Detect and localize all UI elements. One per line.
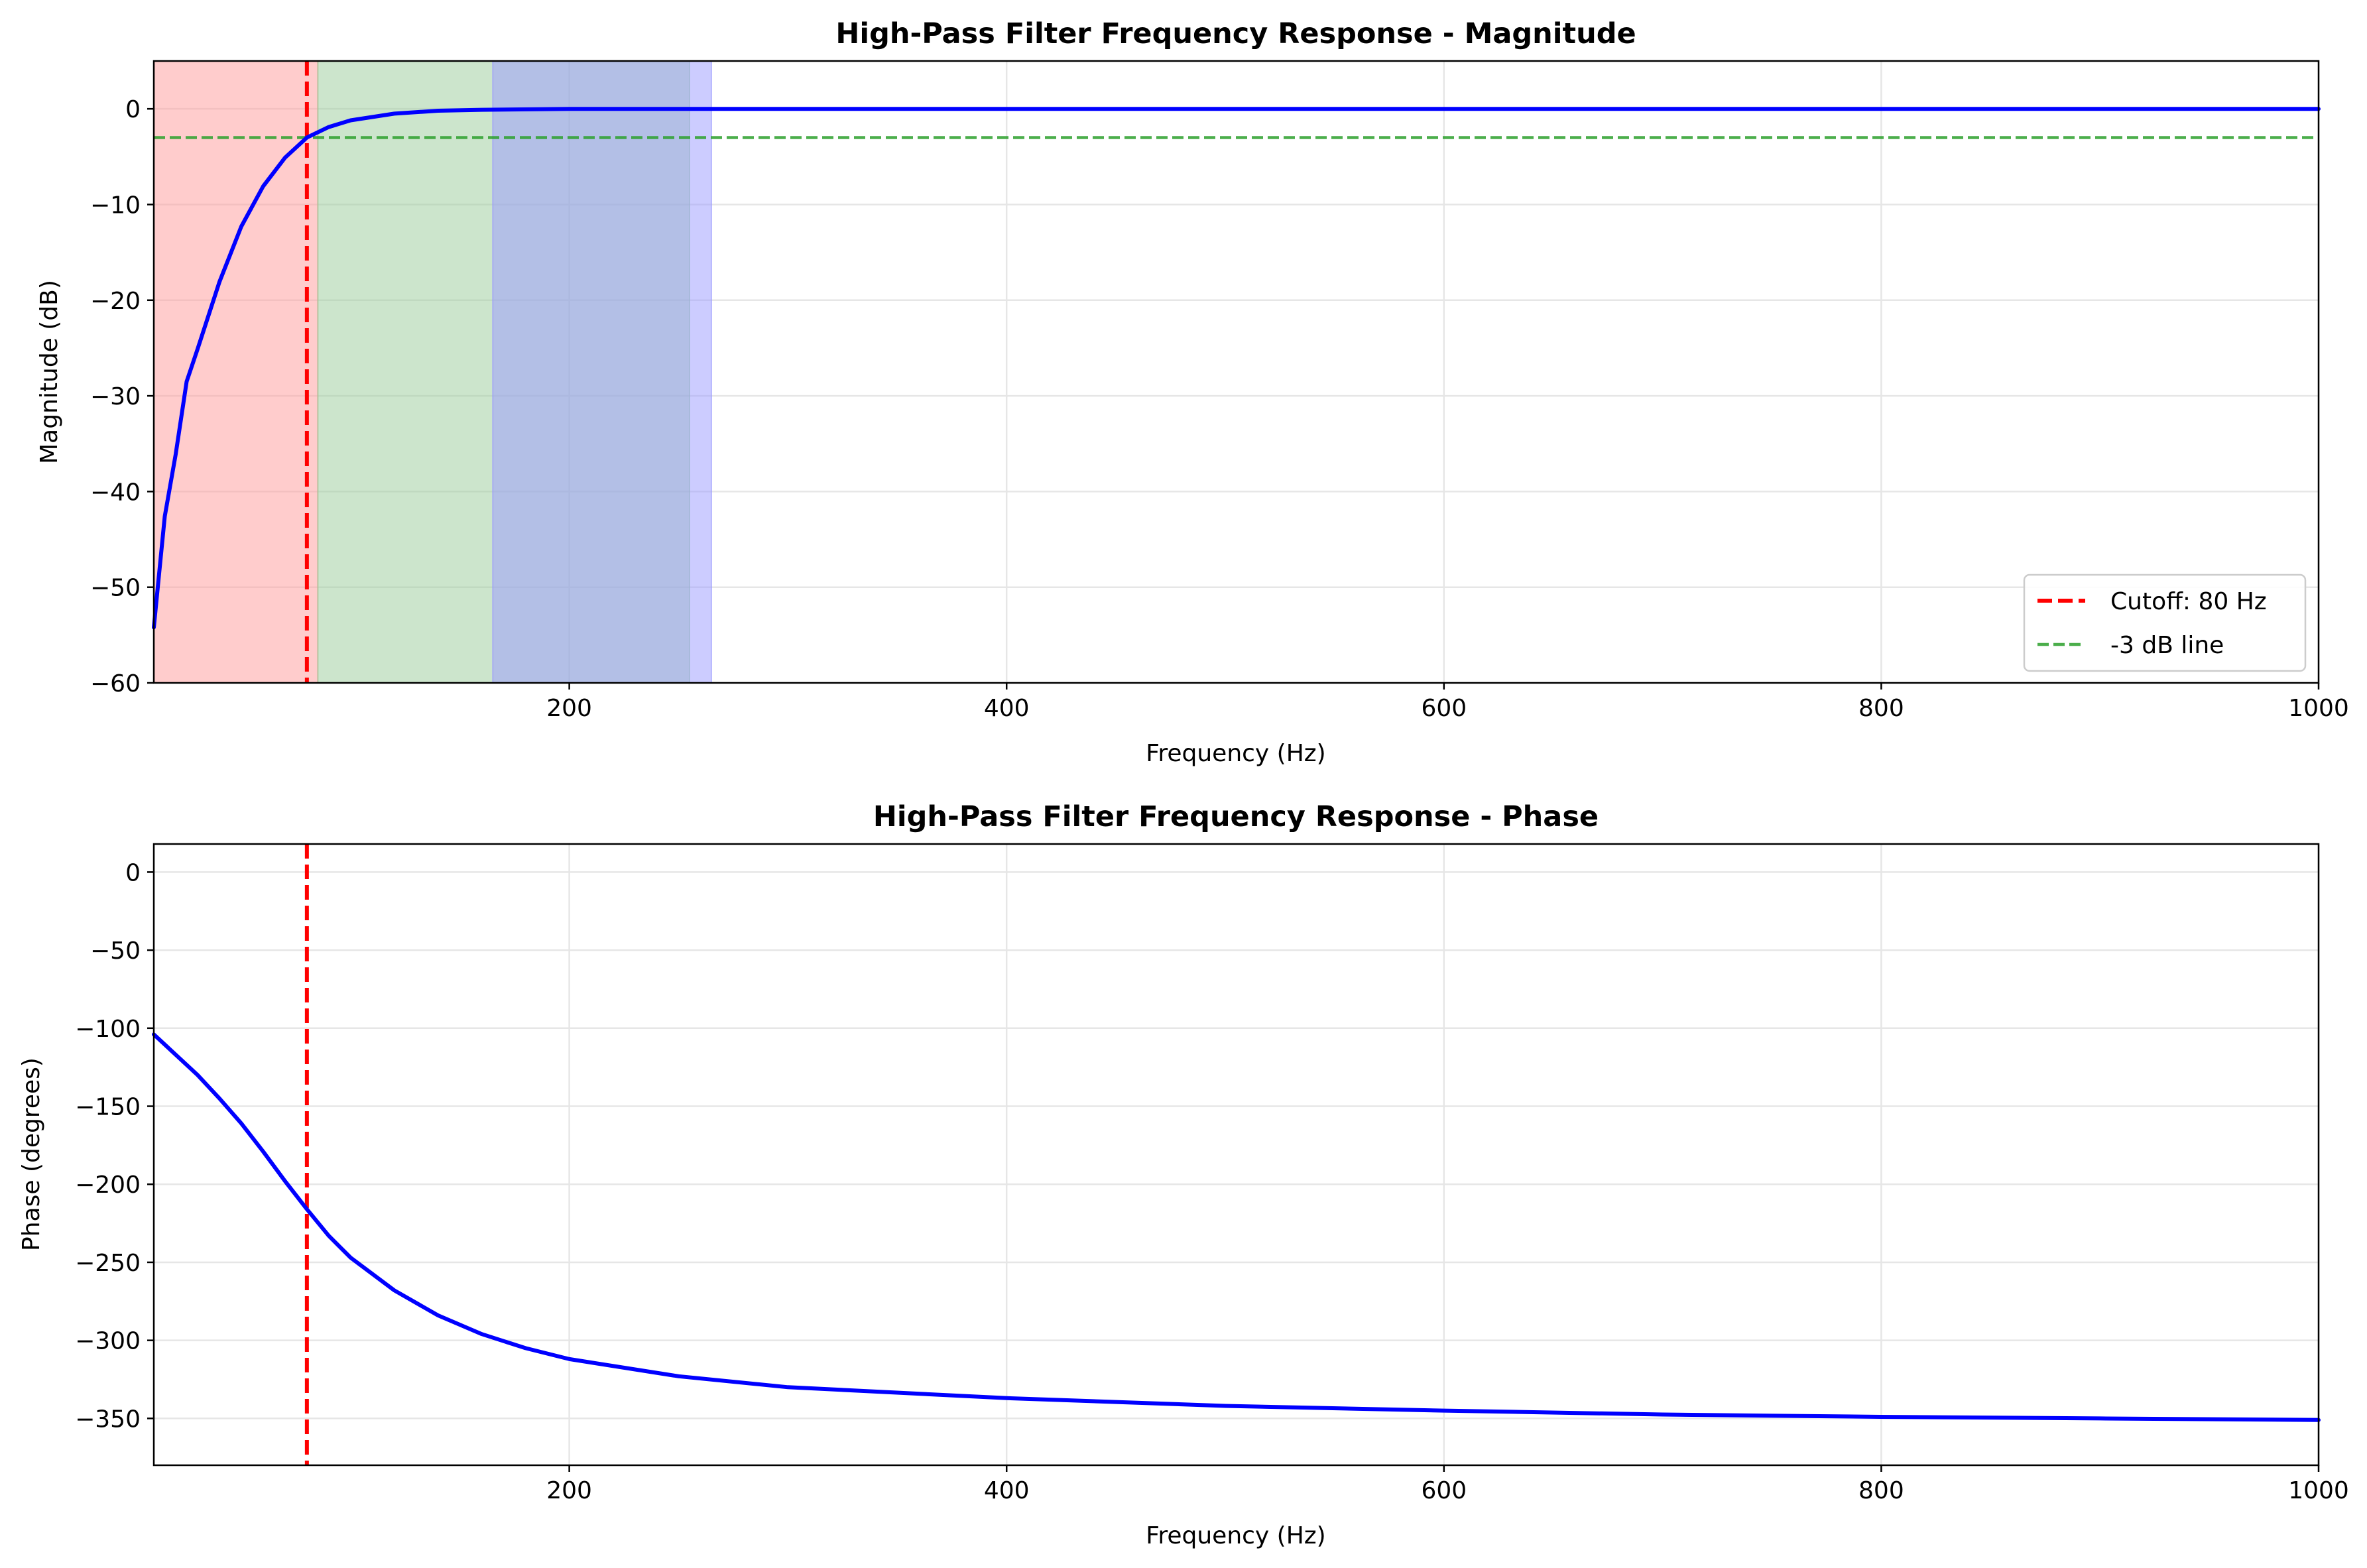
phase-y-tick-label: 0 <box>125 859 141 886</box>
phase-x-ticks: 200 400 600 800 1000 <box>546 1465 2349 1504</box>
magnitude-y-tick-label: −50 <box>90 575 141 602</box>
magnitude-y-tick-label: −40 <box>90 479 141 506</box>
phase-y-axis-label: Phase (degrees) <box>18 1057 45 1251</box>
magnitude-y-tick-label: −10 <box>90 192 141 219</box>
phase-y-tick-label: −300 <box>75 1328 141 1355</box>
magnitude-response-curve <box>152 107 2321 630</box>
phase-curve-group <box>152 1032 2321 1422</box>
magnitude-shaded-bands <box>153 60 712 684</box>
phase-x-tick-label: 600 <box>1421 1477 1467 1504</box>
magnitude-title: High-Pass Filter Frequency Response - Ma… <box>835 17 1636 50</box>
magnitude-x-tick-label: 400 <box>984 695 1030 722</box>
legend-label-cutoff: Cutoff: 80 Hz <box>2110 588 2267 615</box>
magnitude-y-tick-label: −60 <box>90 670 141 697</box>
magnitude-band-red <box>153 60 319 684</box>
magnitude-x-tick-label: 600 <box>1421 695 1467 722</box>
magnitude-reference-lines <box>154 61 2319 683</box>
magnitude-y-tick-label: −30 <box>90 383 141 410</box>
phase-x-tick-label: 1000 <box>2288 1477 2349 1504</box>
phase-plot: 200 400 600 800 1000 0 −50 −100 −150 −200 −250 −30… <box>18 800 2349 1549</box>
phase-x-tick-label: 800 <box>1858 1477 1904 1504</box>
phase-y-tick-label: −150 <box>75 1094 141 1121</box>
magnitude-x-tick-label: 1000 <box>2288 695 2349 722</box>
magnitude-x-axis-label: Frequency (Hz) <box>1146 740 1325 767</box>
legend-label-threshold: -3 dB line <box>2110 632 2224 659</box>
phase-y-tick-label: −250 <box>75 1250 141 1277</box>
phase-plot-frame <box>152 843 2320 1467</box>
magnitude-y-tick-label: −20 <box>90 288 141 315</box>
magnitude-plot-frame <box>152 60 2320 684</box>
phase-y-ticks: 0 −50 −100 −150 −200 −250 −300 −350 <box>75 859 154 1433</box>
magnitude-y-tick-label: 0 <box>125 96 141 123</box>
phase-x-tick-label: 200 <box>546 1477 592 1504</box>
phase-y-tick-label: −200 <box>75 1172 141 1199</box>
magnitude-curve-group <box>152 107 2321 630</box>
magnitude-x-ticks: 200 400 600 800 1000 <box>546 683 2349 722</box>
magnitude-x-tick-label: 800 <box>1858 695 1904 722</box>
phase-x-axis-label: Frequency (Hz) <box>1146 1522 1325 1549</box>
phase-y-tick-label: −50 <box>90 937 141 965</box>
magnitude-x-tick-label: 200 <box>546 695 592 722</box>
phase-y-tick-label: −350 <box>75 1406 141 1433</box>
magnitude-band-blue <box>492 60 712 684</box>
phase-response-curve <box>152 1032 2321 1422</box>
legend-box <box>2023 573 2307 672</box>
phase-title: High-Pass Filter Frequency Response - Ph… <box>873 800 1599 833</box>
legend: Cutoff: 80 Hz -3 dB line <box>2023 573 2307 672</box>
phase-x-tick-label: 400 <box>984 1477 1030 1504</box>
magnitude-y-axis-label: Magnitude (dB) <box>36 280 63 464</box>
magnitude-y-ticks: 0 −10 −20 −30 −40 −50 −60 <box>90 96 154 697</box>
magnitude-plot: 200 400 600 800 1000 0 −10 −20 −30 −40 −50 −60 Hig… <box>36 17 2349 767</box>
phase-y-tick-label: −100 <box>75 1016 141 1043</box>
